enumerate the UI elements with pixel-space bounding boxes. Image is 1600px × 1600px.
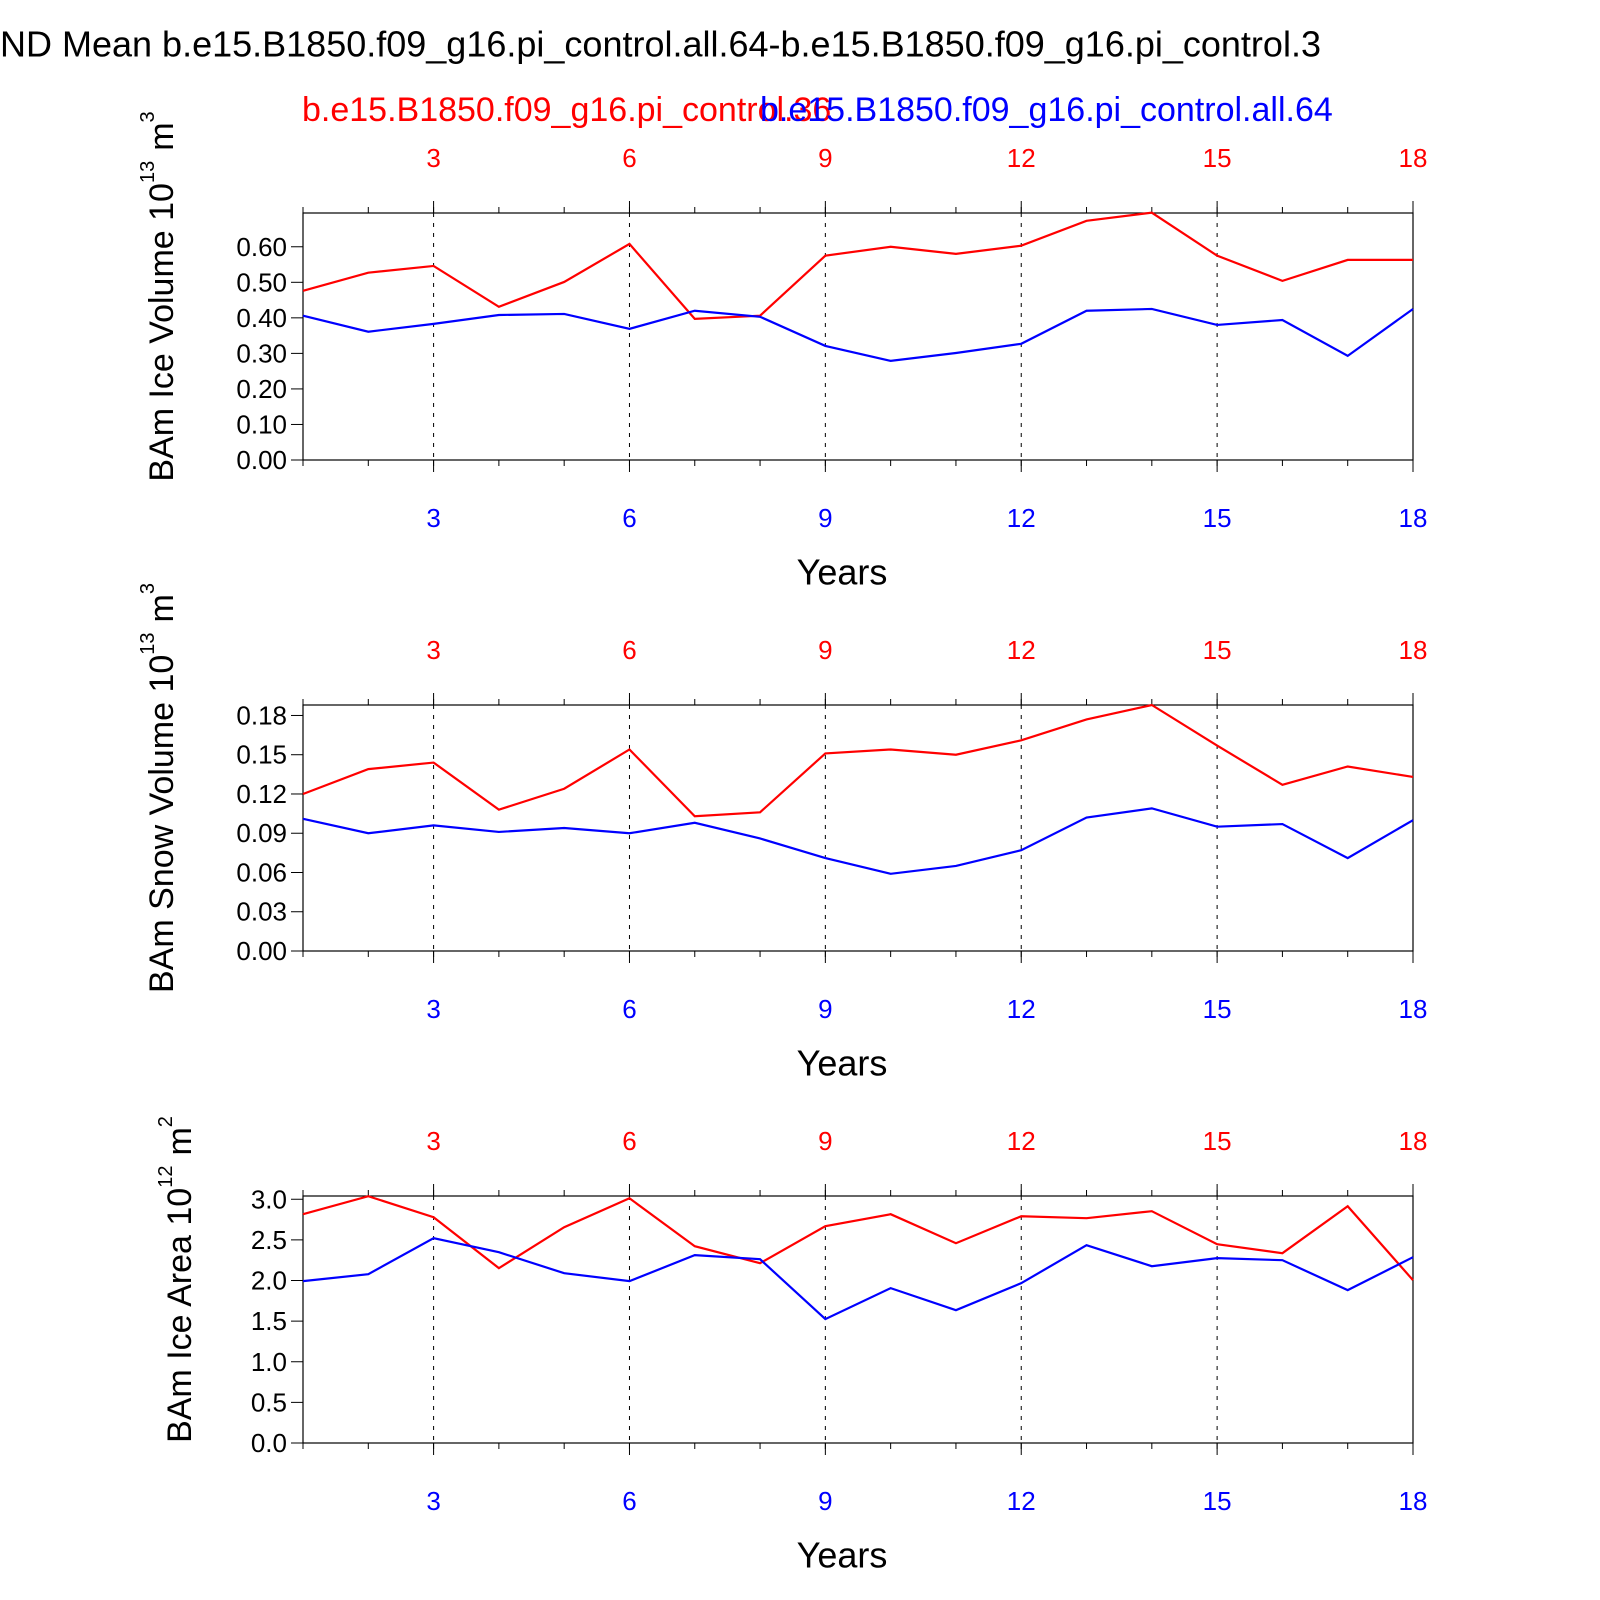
y-tick-label: 0.5 bbox=[251, 1387, 287, 1417]
x-tick-label-bottom: 12 bbox=[1007, 994, 1036, 1024]
y-tick-label: 0.09 bbox=[236, 818, 287, 848]
x-tick-label-top: 9 bbox=[818, 1126, 832, 1156]
x-tick-label-bottom: 9 bbox=[818, 1486, 832, 1516]
y-tick-label: 3.0 bbox=[251, 1184, 287, 1214]
plot-frame bbox=[302, 1195, 1414, 1444]
x-tick-label-top: 9 bbox=[818, 635, 832, 665]
y-tick-label: 0.20 bbox=[236, 374, 287, 404]
x-tick-label-top: 12 bbox=[1007, 635, 1036, 665]
y-tick-label: 0.30 bbox=[236, 338, 287, 368]
x-tick-label-bottom: 6 bbox=[622, 1486, 636, 1516]
x-tick-label-top: 3 bbox=[426, 635, 440, 665]
y-tick-label: 2.0 bbox=[251, 1266, 287, 1296]
x-tick-label-top: 15 bbox=[1203, 635, 1232, 665]
y-axis-label-part: m bbox=[143, 594, 181, 622]
x-tick-label-bottom: 15 bbox=[1203, 994, 1232, 1024]
x-tick-label-top: 15 bbox=[1203, 1126, 1232, 1156]
x-tick-label-bottom: 15 bbox=[1203, 503, 1232, 533]
x-tick-label-top: 6 bbox=[622, 1126, 636, 1156]
y-tick-label: 0.10 bbox=[236, 409, 287, 439]
x-tick-label-bottom: 18 bbox=[1399, 1486, 1428, 1516]
x-tick-label-bottom: 9 bbox=[818, 994, 832, 1024]
x-axis-label: Years bbox=[797, 1043, 888, 1084]
x-tick-label-top: 18 bbox=[1399, 143, 1428, 173]
y-tick-label: 0.0 bbox=[251, 1428, 287, 1458]
series-line bbox=[302, 211, 1413, 321]
series-line bbox=[302, 307, 1414, 362]
y-axis-label: BAm Ice Volume 1013 m3 bbox=[137, 111, 181, 481]
x-tick-label-bottom: 18 bbox=[1399, 503, 1428, 533]
series-line bbox=[302, 703, 1414, 818]
x-tick-label-bottom: 9 bbox=[818, 503, 832, 533]
y-axis-label-part: BAm Ice Area 10 bbox=[161, 1188, 199, 1443]
x-tick-label-bottom: 3 bbox=[426, 994, 440, 1024]
series-line bbox=[302, 1195, 1414, 1281]
x-axis-label: Years bbox=[797, 552, 888, 593]
y-tick-label: 1.0 bbox=[251, 1347, 287, 1377]
x-tick-label-bottom: 12 bbox=[1007, 1486, 1036, 1516]
figure-title: ND Mean b.e15.B1850.f09_g16.pi_control.a… bbox=[0, 24, 1321, 65]
x-axis-label: Years bbox=[797, 1535, 888, 1576]
x-tick-label-bottom: 12 bbox=[1007, 503, 1036, 533]
y-tick-label: 0.03 bbox=[236, 897, 287, 927]
y-tick-label: 0.15 bbox=[236, 740, 287, 770]
y-axis-label-part: 12 bbox=[155, 1166, 177, 1188]
y-tick-label: 1.5 bbox=[251, 1306, 287, 1336]
y-axis-label-part: 2 bbox=[155, 1116, 177, 1127]
x-tick-label-top: 6 bbox=[622, 143, 636, 173]
y-axis-label-part: 3 bbox=[137, 583, 159, 594]
x-tick-label-top: 3 bbox=[426, 143, 440, 173]
x-tick-label-top: 12 bbox=[1007, 143, 1036, 173]
case-label: b.e15.B1850.f09_g16.pi_control.all.64 bbox=[760, 91, 1333, 129]
x-tick-label-bottom: 18 bbox=[1399, 994, 1428, 1024]
y-tick-label: 0.18 bbox=[236, 700, 287, 730]
y-tick-label: 0.40 bbox=[236, 303, 287, 333]
y-tick-label: 0.00 bbox=[236, 445, 287, 475]
y-tick-label: 0.00 bbox=[236, 936, 287, 966]
y-axis-label-part: 3 bbox=[137, 111, 159, 122]
case-label: b.e15.B1850.f09_g16.pi_control.36 bbox=[302, 91, 831, 129]
y-axis-label-part: 13 bbox=[137, 632, 159, 654]
x-tick-label-top: 18 bbox=[1399, 635, 1428, 665]
y-tick-label: 2.5 bbox=[251, 1225, 287, 1255]
x-tick-label-bottom: 15 bbox=[1203, 1486, 1232, 1516]
y-tick-label: 0.12 bbox=[236, 779, 287, 809]
x-tick-label-top: 9 bbox=[818, 143, 832, 173]
x-tick-label-top: 15 bbox=[1203, 143, 1232, 173]
x-tick-label-top: 18 bbox=[1399, 1126, 1428, 1156]
y-axis-label-part: m bbox=[161, 1127, 199, 1155]
x-tick-label-bottom: 6 bbox=[622, 994, 636, 1024]
x-tick-label-bottom: 6 bbox=[622, 503, 636, 533]
y-tick-label: 0.50 bbox=[236, 267, 287, 297]
y-axis-label-part: m bbox=[143, 122, 181, 150]
y-axis-label-part: BAm Ice Volume 10 bbox=[143, 183, 181, 482]
x-tick-label-top: 12 bbox=[1007, 1126, 1036, 1156]
plot-frame bbox=[302, 704, 1414, 952]
x-tick-label-top: 6 bbox=[622, 635, 636, 665]
y-axis-label-part: BAm Snow Volume 10 bbox=[143, 655, 181, 993]
x-tick-label-bottom: 3 bbox=[426, 503, 440, 533]
y-axis-label: BAm Ice Area 1012 m2 bbox=[155, 1116, 199, 1443]
y-axis-label-part: 13 bbox=[137, 161, 159, 183]
y-tick-label: 0.06 bbox=[236, 857, 287, 887]
y-tick-label: 0.60 bbox=[236, 232, 287, 262]
series-line bbox=[302, 1237, 1414, 1321]
x-tick-label-bottom: 3 bbox=[426, 1486, 440, 1516]
y-axis-label: BAm Snow Volume 1013 m3 bbox=[137, 583, 181, 993]
series-line bbox=[302, 807, 1414, 875]
x-tick-label-top: 3 bbox=[426, 1126, 440, 1156]
plot-frame bbox=[302, 212, 1414, 461]
